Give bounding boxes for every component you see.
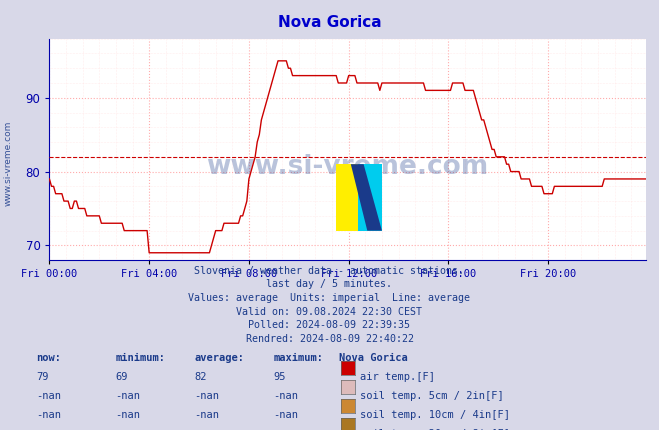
Text: 95: 95 [273, 372, 286, 382]
Text: minimum:: minimum: [115, 353, 165, 363]
Text: 82: 82 [194, 372, 207, 382]
Text: -nan: -nan [273, 410, 299, 420]
Text: 79: 79 [36, 372, 49, 382]
Text: -nan: -nan [115, 429, 140, 430]
Text: soil temp. 5cm / 2in[F]: soil temp. 5cm / 2in[F] [360, 391, 504, 401]
Bar [336, 164, 358, 230]
Text: -nan: -nan [36, 429, 61, 430]
Text: Nova Gorica: Nova Gorica [339, 353, 408, 363]
Text: Slovenia / weather data - automatic stations.
last day / 5 minutes.
Values: aver: Slovenia / weather data - automatic stat… [188, 266, 471, 344]
Text: soil temp. 10cm / 4in[F]: soil temp. 10cm / 4in[F] [360, 410, 511, 420]
Text: www.si-vreme.com: www.si-vreme.com [206, 154, 489, 180]
Text: -nan: -nan [273, 429, 299, 430]
Text: www.si-vreme.com: www.si-vreme.com [4, 121, 13, 206]
Polygon shape [351, 164, 382, 230]
Text: -nan: -nan [115, 410, 140, 420]
Text: now:: now: [36, 353, 61, 363]
Text: maximum:: maximum: [273, 353, 324, 363]
Text: Nova Gorica: Nova Gorica [277, 15, 382, 30]
Text: 69: 69 [115, 372, 128, 382]
Text: -nan: -nan [36, 391, 61, 401]
Text: average:: average: [194, 353, 244, 363]
Text: -nan: -nan [36, 410, 61, 420]
Text: air temp.[F]: air temp.[F] [360, 372, 436, 382]
Text: -nan: -nan [194, 429, 219, 430]
Text: -nan: -nan [194, 391, 219, 401]
Text: -nan: -nan [273, 391, 299, 401]
Text: soil temp. 20cm / 8in[F]: soil temp. 20cm / 8in[F] [360, 429, 511, 430]
Text: -nan: -nan [194, 410, 219, 420]
Bar [358, 164, 382, 230]
Text: -nan: -nan [115, 391, 140, 401]
